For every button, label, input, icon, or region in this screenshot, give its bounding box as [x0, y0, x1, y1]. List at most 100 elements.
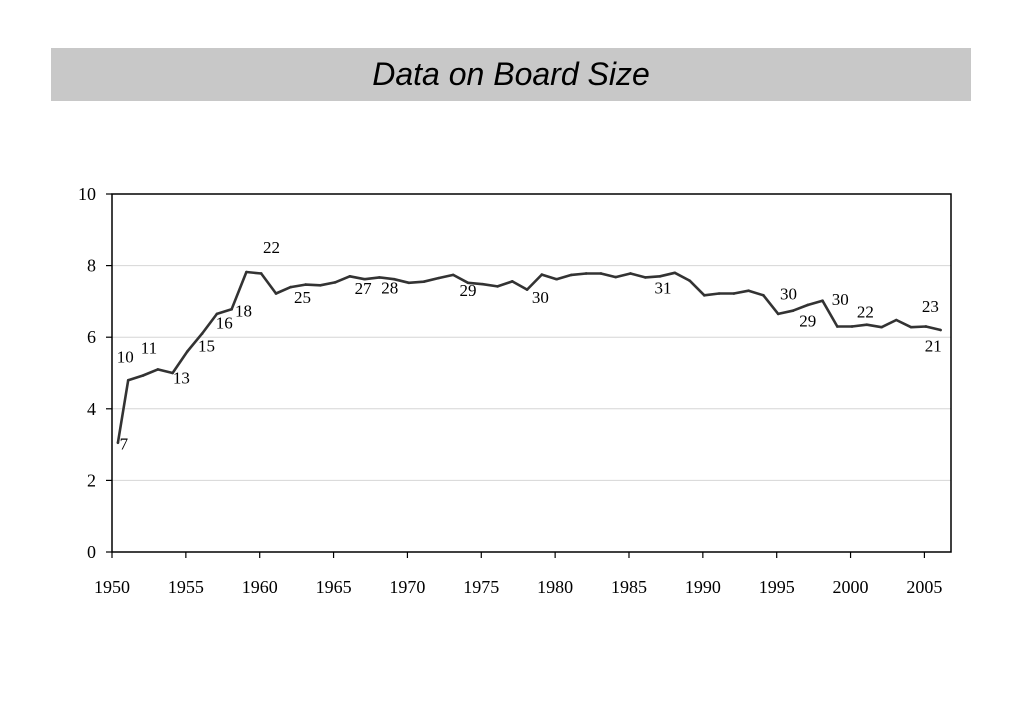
- data-point-3: [156, 368, 160, 371]
- data-point-32: [584, 272, 588, 275]
- series-line-layer: [116, 270, 942, 445]
- data-label-17: 22: [857, 303, 874, 322]
- data-point-8: [230, 307, 233, 311]
- data-point-6: [200, 332, 204, 335]
- data-point-15: [333, 281, 337, 284]
- data-point-14: [318, 283, 322, 287]
- data-point-50: [850, 325, 854, 328]
- plot-area-frame: [111, 193, 952, 553]
- axis-ticks: 0 2 4 6 8 10 1950 1955 1960 1965 1970 1975 1980 1985 1…: [78, 184, 942, 597]
- data-point-0: [116, 441, 120, 445]
- data-point-13: [304, 283, 307, 286]
- series-line-0: [116, 270, 941, 444]
- data-point-48: [821, 299, 824, 302]
- x-tick-label-11: 2005: [906, 577, 942, 597]
- data-label-5: 16: [216, 313, 233, 332]
- data-label-2: 11: [141, 338, 157, 357]
- data-point-37: [658, 275, 662, 278]
- data-point-54: [909, 325, 913, 329]
- data-label-19: 21: [925, 337, 942, 356]
- data-point-43: [747, 289, 750, 292]
- data-point-53: [895, 318, 898, 322]
- data-point-7: [215, 312, 219, 316]
- chart-title: Data on Board Size: [372, 56, 650, 92]
- data-point-45: [776, 312, 780, 316]
- data-label-4: 15: [198, 337, 215, 356]
- data-point-12: [289, 285, 293, 289]
- y-tick-label-4: 8: [87, 256, 96, 276]
- data-label-16: 30: [832, 290, 849, 309]
- x-tick-label-3: 1965: [316, 577, 352, 597]
- data-point-11: [274, 292, 278, 295]
- data-point-18: [378, 276, 381, 279]
- x-tick-label-0: 1950: [94, 577, 130, 597]
- x-tick-label-8: 1990: [685, 577, 721, 597]
- chart-title-bar: Data on Board Size: [51, 48, 971, 101]
- data-label-3: 13: [173, 369, 190, 388]
- data-point-4: [171, 371, 174, 375]
- data-point-30: [555, 277, 558, 281]
- data-point-29: [540, 273, 544, 276]
- data-point-38: [673, 271, 677, 275]
- data-label-9: 27: [355, 279, 373, 298]
- y-tick-label-3: 6: [87, 327, 96, 347]
- data-point-35: [629, 272, 632, 275]
- data-point-33: [599, 272, 603, 275]
- data-point-19: [392, 277, 396, 281]
- data-point-34: [614, 275, 617, 279]
- data-point-28: [525, 288, 529, 291]
- data-label-15: 29: [799, 311, 816, 330]
- data-point-39: [688, 279, 691, 282]
- x-tick-label-2: 1960: [242, 577, 278, 597]
- data-point-56: [939, 328, 942, 332]
- data-label-8: 25: [294, 288, 311, 307]
- data-label-12: 30: [532, 288, 549, 307]
- data-point-55: [924, 325, 928, 328]
- data-point-22: [437, 276, 440, 280]
- data-point-16: [348, 275, 352, 278]
- data-point-49: [835, 325, 839, 328]
- data-label-13: 31: [654, 279, 671, 298]
- data-label-10: 28: [381, 279, 398, 298]
- x-tick-label-5: 1975: [463, 577, 499, 597]
- x-tick-label-9: 1995: [759, 577, 795, 597]
- data-point-2: [141, 374, 145, 377]
- x-tick-label-6: 1980: [537, 577, 573, 597]
- data-point-1: [126, 378, 130, 382]
- data-point-36: [643, 276, 647, 279]
- data-label-1: 10: [117, 347, 134, 366]
- x-tick-label-1: 1955: [168, 577, 204, 597]
- data-label-6: 18: [235, 301, 252, 320]
- data-point-24: [466, 281, 470, 285]
- data-point-26: [496, 285, 499, 288]
- data-point-17: [363, 277, 366, 281]
- x-tick-label-10: 2000: [833, 577, 869, 597]
- data-label-7: 22: [263, 238, 280, 257]
- x-tick-label-4: 1970: [389, 577, 425, 597]
- data-point-27: [510, 280, 514, 283]
- data-label-11: 29: [459, 281, 476, 300]
- data-point-41: [717, 292, 721, 295]
- gridlines: [112, 265, 951, 481]
- data-label-0: 7: [120, 434, 129, 453]
- data-point-42: [732, 292, 736, 295]
- x-tick-label-7: 1985: [611, 577, 647, 597]
- data-point-52: [880, 325, 883, 329]
- y-tick-label-5: 10: [78, 184, 96, 204]
- data-label-18: 23: [922, 297, 939, 316]
- data-point-20: [407, 281, 411, 285]
- data-point-46: [791, 309, 795, 313]
- data-point-47: [806, 303, 810, 307]
- data-point-10: [259, 272, 263, 275]
- data-point-40: [703, 294, 706, 297]
- data-point-21: [422, 280, 425, 284]
- data-point-5: [186, 350, 189, 353]
- data-label-14: 30: [780, 285, 797, 304]
- data-point-23: [451, 273, 455, 277]
- data-point-31: [570, 273, 573, 277]
- data-point-9: [245, 270, 248, 274]
- y-tick-label-2: 4: [87, 399, 96, 419]
- y-tick-label-0: 0: [87, 542, 96, 562]
